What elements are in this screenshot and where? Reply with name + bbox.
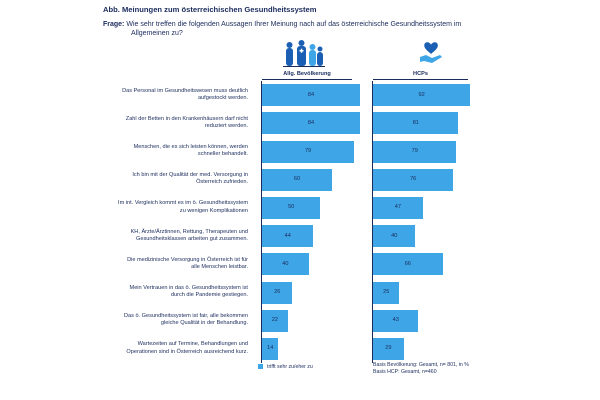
bar-population [262, 253, 309, 276]
bar-value-label-hcp: 29 [385, 345, 392, 352]
category-label-line: Das Personal im Gesundheitswesen muss de… [122, 87, 248, 94]
bar-value-label-hcp: 40 [391, 232, 398, 239]
category-label: Das Personal im Gesundheitswesen muss de… [100, 88, 248, 102]
bar-value-label-hcp: 79 [411, 148, 418, 154]
axis-population [261, 81, 262, 363]
bar-hcp [373, 112, 459, 135]
series-title-hcp: HCPs [413, 71, 428, 77]
category-label-line: schneller behandelt. [197, 151, 248, 158]
category-label-line: Ich bin mit der Qualität der med. Versor… [132, 172, 248, 179]
basis-line-2: Basis HCP: Gesamt, n=460 [373, 369, 437, 375]
bar-hcp [373, 140, 457, 163]
series-title-population-underline [262, 79, 352, 80]
bar-value-label-hcp: 66 [404, 260, 412, 267]
category-label-line: Gesundheitsklassen arbeiten gut zusammen… [136, 235, 248, 242]
chart-title: Abb. Meinungen zum österreichischen Gesu… [103, 5, 317, 14]
bar-value-label-hcp: 76 [410, 176, 417, 183]
legend-label: trifft sehr zu/eher zu [267, 364, 313, 370]
bar-value-label-population: 60 [293, 176, 301, 183]
category-label-line: durch die Pandemie gestiegen. [170, 292, 248, 299]
bar-value-label-hcp: 25 [383, 289, 390, 295]
category-label-line: alle Menschen leistbar. [191, 264, 248, 270]
bar-value-label-hcp: 81 [412, 119, 419, 126]
bar-population [262, 196, 321, 219]
bar-value-label-population: 79 [304, 148, 312, 154]
bar-value-label-population: 26 [274, 289, 281, 295]
category-label-line: Operationen sind in Österreich ausreiche… [126, 348, 248, 355]
bar-value-label-population: 22 [271, 317, 279, 324]
people-group-icon [283, 40, 325, 67]
bar-population [262, 225, 314, 248]
bar-population [262, 337, 279, 360]
bar-hcp [373, 253, 443, 276]
bar-value-label-population: 84 [307, 91, 315, 98]
series-title-population: Allg. Bevölkerung [283, 71, 331, 77]
heart-in-hand-icon [420, 42, 442, 63]
bar-population [262, 84, 360, 107]
question-line-1: Wie sehr treffen die folgenden Aussagen … [126, 21, 462, 28]
category-label: Im int. Vergleich kommt es im ö. Gesundh… [100, 200, 248, 214]
category-label-line: Im int. Vergleich kommt es im ö. Gesundh… [118, 200, 248, 207]
axis-hcp [372, 81, 373, 363]
category-label-line: aufgestockt werden. [197, 94, 248, 101]
bar-hcp [373, 168, 454, 191]
bar-population [262, 309, 288, 332]
bar-hcp [373, 337, 404, 360]
bar-value-label-population: 40 [282, 260, 289, 267]
category-label-line: KH, Ärzte/Ärztinnen, Rettung, Therapeute… [130, 228, 248, 235]
bar-population [262, 112, 360, 135]
bar-hcp [373, 225, 416, 248]
bar-hcp [373, 281, 400, 304]
bar-hcp [373, 84, 470, 107]
category-label-line: Menschen, die es sich leisten können, we… [133, 144, 248, 150]
series-title-hcp-underline [373, 79, 468, 80]
category-label-line: Mein Vertrauen in das ö. Gesundheitssyst… [129, 285, 248, 291]
category-label: Wartezeiten auf Termine, Behandlungen un… [100, 341, 248, 355]
basis-note: Basis Bevölkerung: Gesamt, n= 801, in % … [373, 362, 469, 376]
category-label: Zahl der Betten in den Krankenhäusern da… [100, 116, 248, 130]
category-label: Mein Vertrauen in das ö. Gesundheitssyst… [100, 285, 248, 299]
bar-value-label-population: 84 [307, 119, 315, 126]
bar-value-label-population: 14 [267, 345, 274, 352]
question-label: Frage: [103, 21, 125, 28]
category-label-line: gleiche Qualität in der Behandlung. [160, 320, 248, 327]
bar-value-label-hcp: 47 [394, 204, 401, 211]
category-label-line: zu wenigen Komplikationen [179, 207, 248, 214]
category-label-line: Das ö. Gesundheitssystem ist fair, alle … [123, 313, 248, 320]
bar-hcp [373, 196, 423, 219]
basis-line-1: Basis Bevölkerung: Gesamt, n= 801, in % [373, 362, 469, 368]
category-label: Ich bin mit der Qualität der med. Versor… [100, 172, 248, 186]
category-label-line: Österreich zufrieden. [196, 179, 248, 186]
category-label-line: Wartezeiten auf Termine, Behandlungen un… [137, 341, 248, 348]
bar-population [262, 140, 354, 163]
bar-hcp [373, 309, 419, 332]
question-line-2: Allgemeinen zu? [131, 30, 183, 37]
bar-value-label-hcp: 92 [418, 91, 425, 98]
bar-value-label-hcp: 43 [392, 317, 399, 324]
bar-population [262, 281, 293, 304]
legend-swatch [258, 364, 263, 369]
bar-value-label-population: 50 [288, 204, 295, 211]
category-label: Menschen, die es sich leisten können, we… [100, 144, 248, 158]
bar-value-label-population: 44 [284, 232, 291, 239]
category-label-line: reduziert werden. [204, 123, 248, 129]
category-label-line: Die medizinische Versorgung in Österreic… [127, 256, 248, 263]
category-label-line: Zahl der Betten in den Krankenhäusern da… [125, 115, 248, 122]
category-label: Das ö. Gesundheitssystem ist fair, alle … [100, 313, 248, 327]
bar-population [262, 168, 332, 191]
legend: trifft sehr zu/eher zu [258, 364, 313, 370]
category-label: KH, Ärzte/Ärztinnen, Rettung, Therapeute… [100, 229, 248, 243]
question-text: Frage: Wie sehr treffen die folgenden Au… [103, 20, 503, 38]
category-label: Die medizinische Versorgung in Österreic… [100, 257, 248, 271]
